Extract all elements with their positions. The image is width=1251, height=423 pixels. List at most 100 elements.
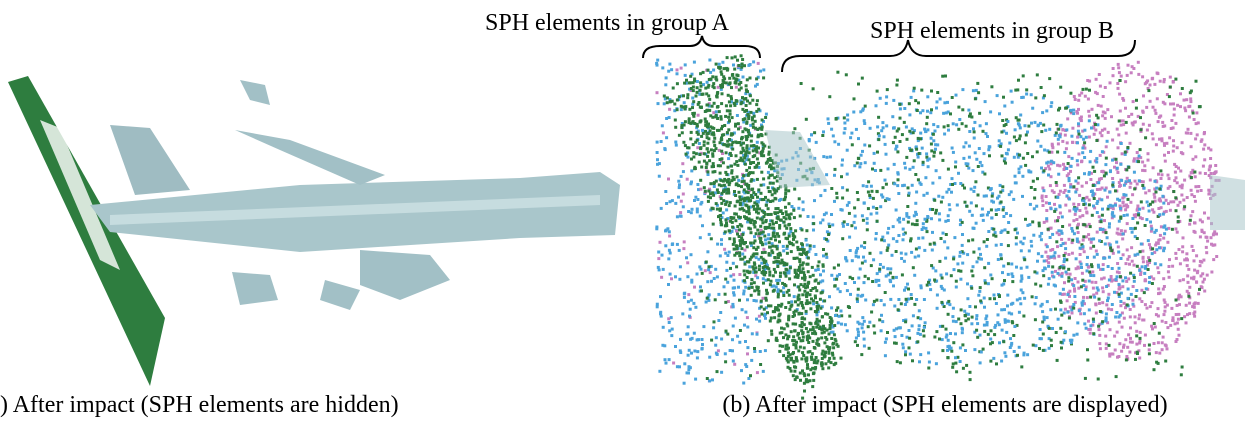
- particle: [841, 237, 844, 240]
- particle: [736, 233, 739, 236]
- particle: [719, 158, 722, 161]
- particle: [680, 105, 683, 108]
- particle: [676, 243, 679, 246]
- particle: [989, 297, 992, 300]
- particle: [889, 267, 892, 270]
- particle: [931, 249, 934, 252]
- particle: [700, 348, 703, 351]
- particle: [1147, 152, 1150, 155]
- particle: [1018, 137, 1021, 140]
- particle: [901, 273, 904, 276]
- particle: [1196, 133, 1199, 136]
- particle: [1126, 248, 1129, 251]
- particle: [964, 349, 967, 352]
- particle: [995, 213, 998, 216]
- particle: [1142, 180, 1145, 183]
- particle: [915, 248, 918, 251]
- particle: [950, 347, 953, 350]
- particle: [918, 152, 921, 155]
- particle: [1170, 307, 1173, 310]
- particle: [914, 202, 917, 205]
- particle: [1030, 93, 1033, 96]
- particle: [985, 245, 988, 248]
- particle: [1081, 301, 1084, 304]
- particle: [1018, 171, 1021, 174]
- particle: [954, 362, 957, 365]
- particle: [701, 272, 704, 275]
- particle: [1116, 228, 1119, 231]
- particle: [985, 315, 988, 318]
- particle: [716, 91, 719, 94]
- particle: [660, 315, 663, 318]
- particle: [1083, 129, 1086, 132]
- particle: [1149, 221, 1152, 224]
- particle: [970, 201, 973, 204]
- particle: [1182, 199, 1185, 202]
- particle: [800, 242, 803, 245]
- particle: [869, 252, 872, 255]
- particle: [1091, 108, 1094, 111]
- particle: [1164, 360, 1167, 363]
- particle: [656, 151, 659, 154]
- particle: [1061, 272, 1064, 275]
- particle: [845, 73, 848, 76]
- particle: [1061, 215, 1064, 218]
- particle: [1131, 122, 1134, 125]
- particle: [1143, 187, 1146, 190]
- particle: [882, 126, 885, 129]
- particle: [824, 312, 827, 315]
- particle: [722, 143, 725, 146]
- particle: [1019, 114, 1022, 117]
- particle: [1121, 237, 1124, 240]
- particle: [1141, 75, 1144, 78]
- particle: [828, 295, 831, 298]
- particle: [1105, 316, 1108, 319]
- particle: [1109, 170, 1112, 173]
- particle: [1135, 99, 1138, 102]
- particle: [1033, 197, 1036, 200]
- particle: [733, 248, 736, 251]
- particle: [754, 266, 757, 269]
- particle: [680, 108, 683, 111]
- particle: [962, 145, 965, 148]
- particle: [914, 223, 917, 226]
- particle: [1160, 177, 1163, 180]
- particle: [863, 202, 866, 205]
- particle: [736, 200, 739, 203]
- particle: [740, 369, 743, 372]
- particle: [1164, 160, 1167, 163]
- particle: [963, 310, 966, 313]
- caption-b: (b) After impact (SPH elements are displ…: [722, 392, 1167, 418]
- particle: [904, 303, 907, 306]
- particle: [1021, 195, 1024, 198]
- particle: [737, 122, 740, 125]
- particle: [916, 332, 919, 335]
- particle: [1064, 204, 1067, 207]
- particle: [1119, 300, 1122, 303]
- particle: [1190, 189, 1193, 192]
- particle: [891, 115, 894, 118]
- particle: [826, 156, 829, 159]
- particle: [940, 201, 943, 204]
- particle: [1149, 84, 1152, 87]
- particle: [1168, 177, 1171, 180]
- particle: [731, 116, 734, 119]
- particle: [922, 226, 925, 229]
- particle: [799, 346, 802, 349]
- particle: [1110, 275, 1113, 278]
- particle: [1015, 236, 1018, 239]
- particle: [868, 347, 871, 350]
- particle: [834, 340, 837, 343]
- particle: [1067, 276, 1070, 279]
- particle: [787, 351, 790, 354]
- particle: [926, 110, 929, 113]
- particle: [1165, 210, 1168, 213]
- particle: [755, 110, 758, 113]
- particle: [954, 332, 957, 335]
- particle: [892, 284, 895, 287]
- particle: [679, 265, 682, 268]
- particle: [719, 218, 722, 221]
- particle: [999, 191, 1002, 194]
- particle: [724, 224, 727, 227]
- particle: [690, 131, 693, 134]
